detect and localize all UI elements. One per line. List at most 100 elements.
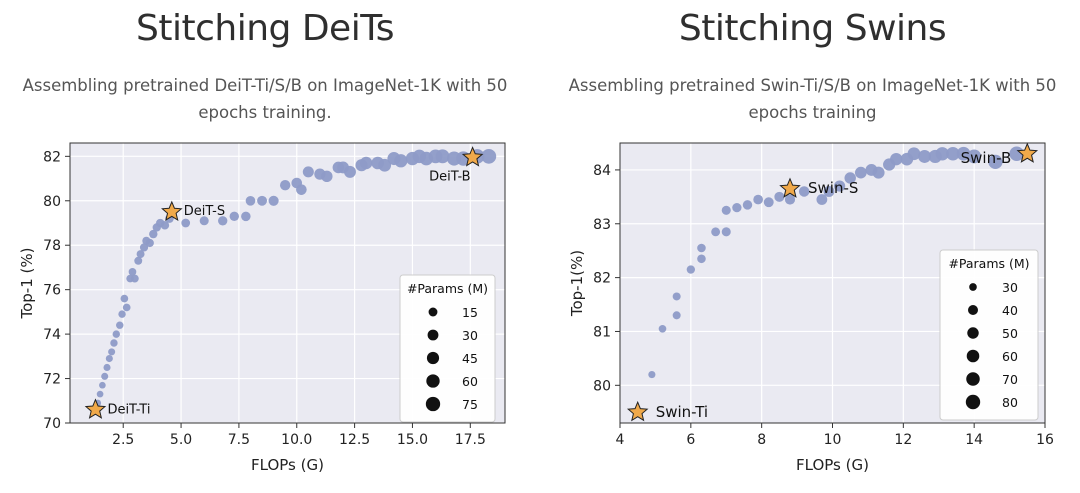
x-tick-label: 14 — [965, 432, 983, 448]
y-tick-label: 82 — [43, 149, 61, 165]
y-tick-label: 83 — [593, 217, 611, 233]
data-point — [181, 218, 191, 228]
data-point — [199, 216, 209, 226]
data-point — [99, 381, 106, 389]
data-point — [872, 166, 885, 179]
data-point — [101, 372, 109, 380]
y-axis-label: Top-1(%) — [568, 250, 586, 317]
data-point — [890, 152, 903, 166]
data-point — [112, 330, 120, 338]
anchor-star — [626, 400, 649, 422]
data-point — [672, 311, 681, 320]
data-point — [833, 180, 846, 192]
data-point — [918, 149, 932, 163]
legend-marker — [426, 351, 440, 365]
data-point — [935, 147, 949, 161]
anchor-star — [161, 200, 183, 222]
legend-marker — [428, 307, 438, 317]
data-point — [103, 363, 111, 371]
data-point — [245, 195, 256, 206]
data-point — [721, 227, 731, 237]
y-axis-label: Top-1 (%) — [18, 248, 36, 320]
data-point — [218, 216, 228, 226]
legend-label: 45 — [462, 351, 478, 366]
data-point — [343, 165, 356, 178]
data-point — [711, 227, 721, 237]
data-point — [753, 194, 763, 205]
anchor-label: DeiT-Ti — [107, 403, 150, 418]
data-point — [988, 154, 1003, 169]
data-point — [116, 321, 124, 329]
legend-marker — [426, 374, 440, 388]
legend-label: 30 — [1002, 280, 1018, 295]
subtitle-line-2: epochs training. — [198, 103, 332, 122]
anchor-star — [461, 146, 484, 167]
legend-label: 70 — [1002, 372, 1018, 387]
data-point — [672, 292, 681, 301]
data-point — [732, 202, 742, 213]
anchor-label: Swin-B — [961, 149, 1012, 167]
data-point — [122, 303, 131, 312]
x-tick-label: 8 — [757, 432, 766, 448]
data-point — [816, 194, 828, 205]
data-point — [130, 274, 139, 283]
data-point — [854, 166, 867, 179]
data-point — [136, 250, 145, 259]
anchor-star — [1016, 142, 1039, 163]
data-point — [686, 265, 695, 274]
y-tick-label: 80 — [43, 194, 61, 210]
data-point — [108, 348, 116, 356]
y-tick-label: 70 — [43, 416, 61, 432]
data-point — [658, 324, 667, 333]
x-tick-label: 12 — [894, 432, 912, 448]
y-tick-label: 76 — [43, 283, 61, 299]
y-tick-label: 74 — [43, 327, 61, 343]
subtitle-line-2: epochs training — [748, 103, 877, 122]
legend-box — [399, 274, 496, 423]
data-point — [823, 185, 835, 197]
legend-label: 15 — [462, 305, 478, 320]
subtitle-line-1: Assembling pretrained Swin-Ti/S/B on Ima… — [568, 76, 1057, 95]
data-point — [279, 180, 291, 191]
x-tick-label: 6 — [686, 432, 695, 448]
x-tick-label: 12.5 — [339, 432, 370, 448]
legend-title: #Params (M) — [407, 281, 488, 296]
x-tick-label: 4 — [616, 432, 625, 448]
anchor-label: DeiT-S — [184, 204, 225, 219]
panel-subtitle: Assembling pretrained Swin-Ti/S/B on Ima… — [555, 72, 1070, 126]
legend-label: 60 — [1002, 349, 1018, 364]
x-tick-label: 2.5 — [112, 432, 134, 448]
panel-subtitle: Assembling pretrained DeiT-Ti/S/B on Ima… — [10, 72, 520, 126]
legend-title: #Params (M) — [948, 256, 1029, 271]
panel-deit: Stitching DeiTs Assembling pretrained De… — [0, 0, 530, 493]
legend-label: 30 — [462, 328, 478, 343]
data-point — [697, 243, 706, 253]
anchor-star — [779, 177, 801, 198]
data-point — [241, 211, 251, 222]
data-point — [394, 154, 408, 168]
legend-box — [939, 249, 1039, 421]
legend-label: 50 — [1002, 326, 1018, 341]
data-point — [721, 205, 731, 215]
x-axis-label: FLOPs (G) — [796, 456, 869, 474]
data-point — [967, 149, 982, 164]
legend-marker — [969, 283, 977, 291]
y-tick-label: 82 — [593, 271, 611, 287]
y-tick-label: 84 — [593, 163, 611, 179]
y-tick-label: 81 — [593, 324, 611, 340]
data-point — [784, 194, 796, 205]
legend-label: 60 — [462, 374, 478, 389]
legend-marker — [966, 349, 980, 363]
data-point — [648, 370, 656, 379]
data-point — [296, 184, 307, 195]
x-tick-label: 16 — [1036, 432, 1054, 448]
data-point — [145, 238, 154, 248]
data-point — [844, 172, 856, 184]
data-point — [105, 355, 113, 363]
data-point — [96, 390, 104, 398]
data-point — [798, 186, 810, 197]
x-tick-label: 10.0 — [281, 432, 312, 448]
subtitle-line-1: Assembling pretrained DeiT-Ti/S/B on Ima… — [22, 76, 508, 95]
